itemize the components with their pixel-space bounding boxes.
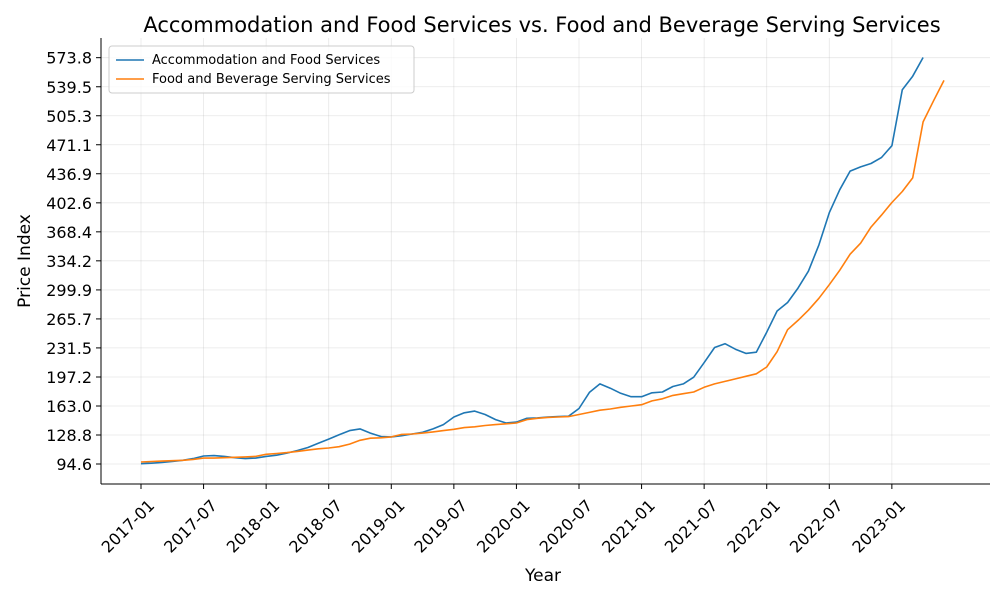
legend-label-food-beverage: Food and Beverage Serving Services — [152, 72, 391, 87]
y-ticks: 94.6 128.8 163.0 197.2 231.5 265.7 299.9 334.2 3… — [46, 49, 101, 474]
y-axis-title: Price Index — [15, 214, 35, 308]
legend-frame — [108, 45, 415, 94]
x-tick-label: 2018-01 — [223, 496, 284, 557]
y-tick-label: 368.4 — [46, 223, 92, 242]
x-tick-label: 2017-07 — [160, 496, 221, 557]
x-tick-label: 2019-07 — [410, 496, 471, 557]
y-tick-label: 163.0 — [46, 397, 92, 416]
y-tick-label: 265.7 — [46, 310, 92, 329]
x-tick-label: 2022-07 — [786, 496, 847, 557]
x-tick-label: 2019-01 — [348, 496, 409, 557]
y-tick-label: 436.9 — [46, 165, 92, 184]
x-tick-label: 2017-01 — [98, 496, 159, 557]
x-axis-title: Year — [524, 566, 561, 586]
legend-label-accommodation: Accommodation and Food Services — [152, 53, 380, 68]
legend: Accommodation and Food Services Food and… — [108, 45, 415, 94]
series-line-accommodation — [140, 57, 924, 465]
y-tick-label: 334.2 — [46, 252, 92, 271]
x-tick-label: 2023-01 — [848, 496, 909, 557]
x-tick-label: 2020-07 — [536, 496, 597, 557]
chart-title: Accommodation and Food Services vs. Food… — [143, 13, 940, 37]
y-tick-label: 299.9 — [46, 281, 92, 300]
y-tick-label: 471.1 — [46, 136, 92, 155]
y-tick-label: 231.5 — [46, 339, 92, 358]
y-tick-label: 197.2 — [46, 368, 92, 387]
y-tick-label: 573.8 — [46, 49, 92, 68]
y-tick-label: 402.6 — [46, 194, 92, 213]
grid — [101, 38, 990, 484]
series-line-food-beverage — [140, 80, 945, 463]
series-layer — [140, 57, 945, 465]
x-tick-label: 2021-01 — [598, 496, 659, 557]
y-tick-label: 94.6 — [56, 455, 92, 474]
y-tick-label: 505.3 — [46, 107, 92, 126]
y-tick-label: 128.8 — [46, 426, 92, 445]
x-tick-label: 2020-01 — [473, 496, 534, 557]
x-ticks: 2017-01 2017-07 2018-01 2018-07 2019-01 2019-… — [98, 484, 909, 557]
y-tick-label: 539.5 — [46, 78, 92, 97]
x-tick-label: 2018-07 — [285, 496, 346, 557]
x-tick-label: 2021-07 — [661, 496, 722, 557]
x-tick-label: 2022-01 — [723, 496, 784, 557]
